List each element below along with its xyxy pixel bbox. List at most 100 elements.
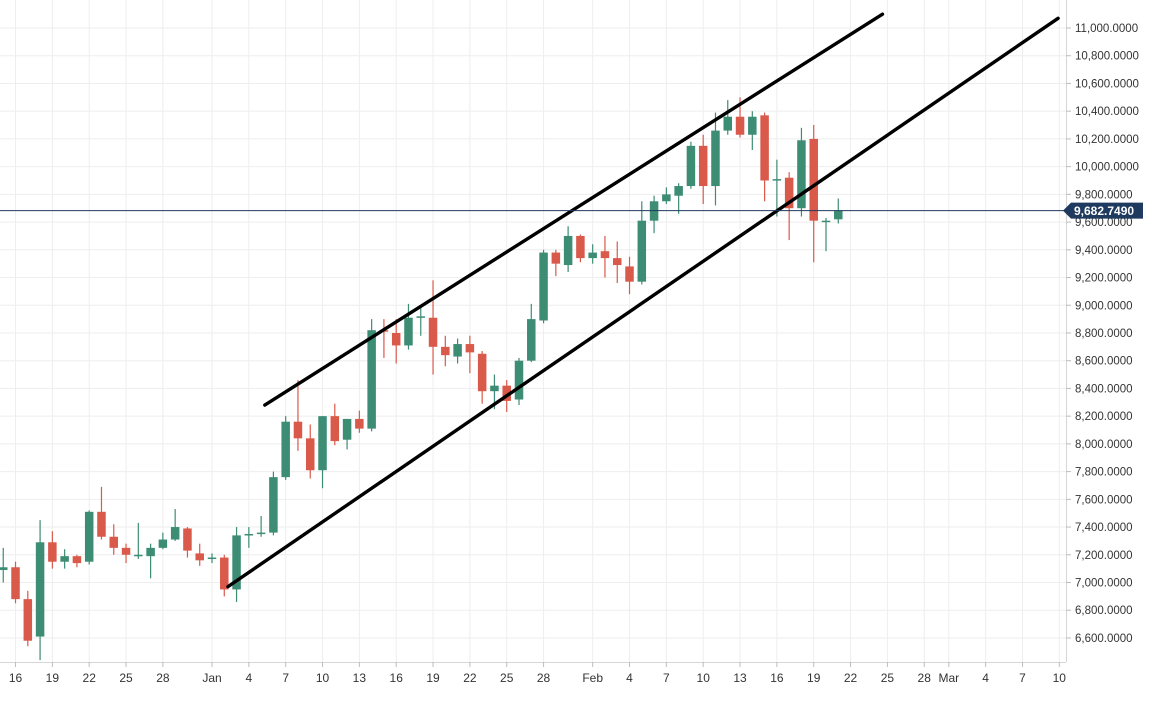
candle-body-up [637, 220, 647, 282]
candle-body-up [490, 385, 499, 392]
candle-body-up [748, 116, 757, 135]
grid-lines [0, 0, 1066, 662]
y-tick-label: 7,800.0000 [1075, 467, 1133, 479]
x-tick-label: 19 [46, 671, 60, 685]
candle-body-up [723, 116, 733, 131]
y-tick-label: 10,600.0000 [1075, 78, 1139, 90]
x-tick-label: 4 [982, 671, 989, 685]
x-tick-label: 25 [881, 671, 895, 685]
candle-body-up [416, 316, 426, 318]
candle-body-down [183, 528, 192, 551]
candle-body-down [11, 567, 20, 600]
candle-body-up [170, 527, 180, 540]
x-tick-label: 4 [626, 671, 633, 685]
candle-body-up [269, 477, 278, 533]
y-tick-label: 8,800.0000 [1075, 328, 1133, 340]
candle-body-up [158, 539, 168, 548]
x-tick-label: 22 [844, 671, 858, 685]
candle-body-down [220, 557, 229, 590]
y-tick-label: 6,600.0000 [1075, 633, 1133, 645]
candle-body-up [711, 130, 720, 187]
candle-body-down [465, 344, 475, 353]
candle-body-down [809, 138, 818, 221]
x-tick-label: Jan [202, 671, 221, 685]
candle-body-down [109, 536, 119, 548]
y-tick-label: 9,600.0000 [1075, 217, 1133, 229]
candle-body-down [612, 258, 622, 266]
candle-body-up [281, 421, 290, 478]
y-tick-label: 9,200.0000 [1075, 273, 1133, 285]
candle-body-down [355, 418, 364, 429]
candle-body-down [97, 511, 106, 537]
y-tick-label: 7,200.0000 [1075, 550, 1133, 562]
candle-body-up [60, 556, 69, 562]
x-tick-label: 10 [1053, 671, 1067, 685]
y-tick-label: 8,400.0000 [1075, 383, 1133, 395]
candle-body-up [674, 186, 683, 196]
current-price-label-group: 9,682.7490 [1063, 202, 1143, 219]
candle-body-down [477, 353, 487, 392]
y-tick-label: 8,000.0000 [1075, 439, 1133, 451]
candle-body-down [600, 251, 610, 259]
x-tick-label: 22 [83, 671, 97, 685]
channel-line-upper[interactable] [263, 12, 885, 407]
candle-body-down [760, 115, 769, 181]
x-tick-label: 28 [537, 671, 551, 685]
y-tick-label: 10,000.0000 [1075, 162, 1139, 174]
x-axis: 16 19 22 25 28 Jan 4 7 10 13 16 19 22 25 28 Feb 4 7 10 13 16… [0, 662, 1066, 685]
x-tick-label: 25 [500, 671, 514, 685]
candle-body-down [735, 116, 745, 135]
candle-body-up [367, 330, 376, 429]
x-tick-label: 10 [316, 671, 330, 685]
x-tick-label: 19 [807, 671, 821, 685]
candle-body-up [134, 554, 143, 557]
candle-body-down [576, 235, 585, 259]
candle-body-down [441, 346, 450, 356]
x-tick-label: 16 [770, 671, 784, 685]
y-tick-label: 8,600.0000 [1075, 356, 1133, 368]
x-tick-label: Feb [582, 671, 603, 685]
candles [0, 97, 843, 661]
candle-body-up [342, 418, 352, 440]
trend-channel [226, 12, 1060, 589]
y-tick-label: 11,000.0000 [1075, 23, 1138, 35]
candle-body-down [784, 177, 794, 209]
candle-body-up [527, 319, 536, 361]
x-tick-label: 7 [663, 671, 670, 685]
channel-line-lower[interactable] [226, 16, 1060, 589]
candle-body-up [686, 145, 696, 187]
candle-body-up [588, 252, 597, 259]
candle-body-down [23, 599, 33, 641]
candle-body-up [146, 547, 155, 557]
candle-body-up [563, 235, 573, 266]
candle-body-down [428, 317, 438, 347]
candle-body-up [662, 194, 671, 202]
candle-body-up [244, 533, 254, 536]
x-tick-label: 7 [282, 671, 289, 685]
candle-body-up [256, 532, 266, 535]
candle-body-up [453, 344, 462, 357]
candle-body-up [404, 317, 413, 346]
y-tick-label: 10,800.0000 [1075, 51, 1139, 63]
candle-body-up [84, 511, 94, 562]
y-tick-label: 9,800.0000 [1075, 189, 1133, 201]
current-price-badge [1063, 202, 1143, 219]
x-tick-label: 16 [390, 671, 404, 685]
y-tick-label: 7,600.0000 [1075, 494, 1133, 506]
candle-body-up [514, 360, 524, 400]
x-tick-label: 7 [1019, 671, 1026, 685]
y-tick-label: 10,200.0000 [1075, 134, 1139, 146]
y-tick-label: 8,200.0000 [1075, 411, 1133, 423]
y-tick-label: 6,800.0000 [1075, 605, 1133, 617]
candle-body-up [834, 210, 843, 220]
candle-body-down [293, 421, 303, 439]
candle-body-down [195, 553, 204, 561]
y-tick-label: 7,000.0000 [1075, 578, 1133, 590]
y-tick-label: 9,400.0000 [1075, 245, 1133, 257]
candle-body-down [391, 332, 401, 346]
x-tick-label: 25 [119, 671, 133, 685]
candle-body-down [48, 542, 57, 562]
candle-body-down [305, 438, 315, 471]
